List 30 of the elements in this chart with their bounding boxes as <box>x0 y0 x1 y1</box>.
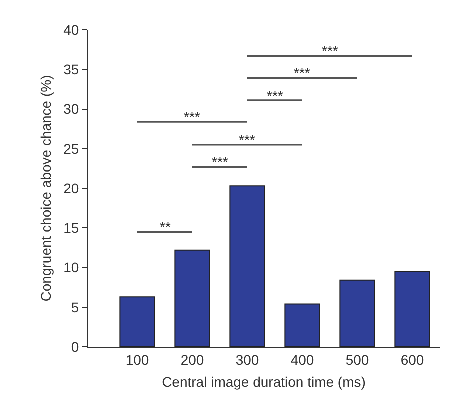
y-axis-title: Congruent choice above chance (%) <box>38 75 54 302</box>
x-tick-label: 100 <box>126 352 150 368</box>
x-tick-label: 400 <box>290 352 314 368</box>
bar <box>174 250 210 347</box>
y-tick-label: 5 <box>71 299 80 316</box>
y-tick-label: 35 <box>64 62 80 78</box>
annotation: *** <box>239 132 256 148</box>
x-axis-title: Central image duration time (ms) <box>162 374 366 390</box>
annotation: *** <box>212 154 229 170</box>
annotation: *** <box>267 88 284 104</box>
x-tick-label: 600 <box>400 352 424 368</box>
bar <box>120 296 156 347</box>
bar <box>284 304 320 347</box>
annotation: ** <box>160 219 172 235</box>
y-tick-label: 40 <box>64 22 80 38</box>
x-tick-label: 200 <box>180 352 204 368</box>
x-tick-label: 300 <box>236 352 260 368</box>
annotation: *** <box>294 65 311 81</box>
y-tick-label: 15 <box>64 220 80 236</box>
annotation: *** <box>184 109 201 125</box>
bar <box>230 186 266 347</box>
x-tick-label: 500 <box>346 352 370 368</box>
bar <box>340 280 376 347</box>
y-tick-label: 10 <box>64 260 80 276</box>
bar <box>394 271 430 347</box>
annotation: *** <box>322 43 339 59</box>
y-tick-label: 30 <box>64 101 80 118</box>
y-tick-label: 0 <box>71 338 80 355</box>
y-tick-label: 25 <box>64 140 80 157</box>
y-tick-label: 20 <box>64 180 80 196</box>
